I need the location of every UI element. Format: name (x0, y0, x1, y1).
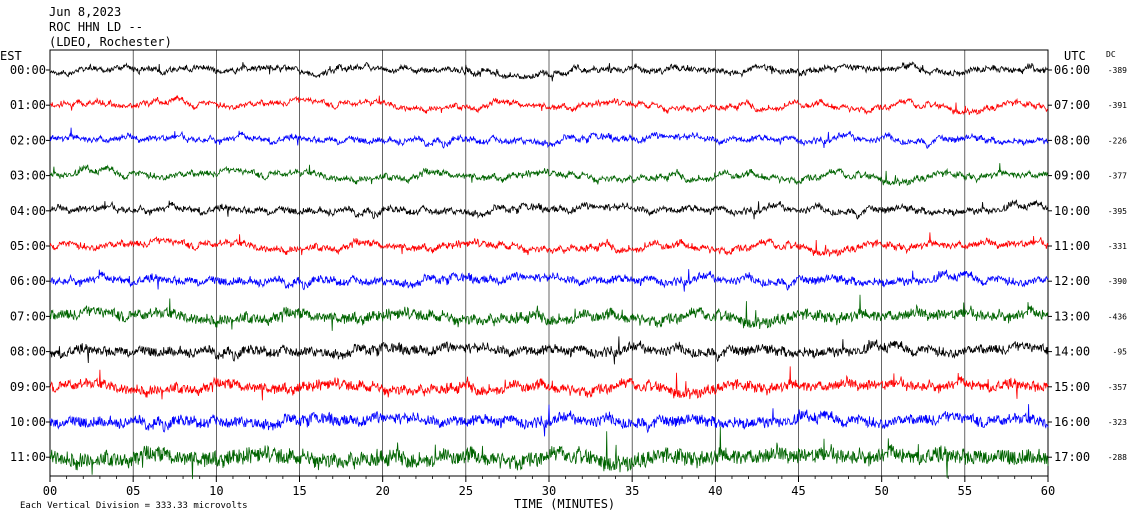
dc-value: -95 (1113, 348, 1128, 357)
dc-value: -226 (1108, 136, 1127, 145)
trace-row-0400 (49, 199, 1049, 220)
chart-title-station: ROC HHN LD -- (49, 20, 143, 34)
trace-row-0100 (49, 94, 1049, 116)
dc-value: -395 (1108, 207, 1127, 216)
est-label: 05:00 (10, 239, 46, 253)
dc-value: -389 (1108, 66, 1127, 75)
dc-value: -391 (1108, 101, 1127, 110)
trace-row-0600 (49, 269, 1049, 292)
est-label: 07:00 (10, 309, 46, 323)
utc-label: 10:00 (1054, 204, 1090, 218)
dc-value: -377 (1108, 172, 1127, 181)
utc-label: 08:00 (1054, 133, 1090, 147)
scale-footnote: Each Vertical Division = 333.33 microvol… (20, 501, 248, 511)
x-tick-label: 10 (209, 484, 223, 498)
est-label: 00:00 (10, 63, 46, 77)
chart-title-date: Jun 8,2023 (49, 5, 121, 19)
dc-value: -331 (1108, 242, 1127, 251)
utc-label: 09:00 (1054, 169, 1090, 183)
est-label: 06:00 (10, 274, 46, 288)
utc-label: 12:00 (1054, 274, 1090, 288)
dc-value: -390 (1108, 277, 1127, 286)
trace-row-0900 (49, 366, 1049, 401)
trace-row-0000 (49, 61, 1049, 82)
dc-offset-labels: -389 -391 -226 -377 -395 -331 -390 -436 -95 -357 -… (1108, 66, 1127, 462)
trace-row-0500 (49, 232, 1049, 257)
x-tick-label: 05 (126, 484, 140, 498)
dc-value: -288 (1108, 453, 1127, 462)
x-axis-title: TIME (MINUTES) (514, 497, 615, 511)
est-label: 04:00 (10, 204, 46, 218)
trace-row-1000 (49, 404, 1049, 437)
trace-row-0200 (49, 127, 1049, 149)
utc-label: 16:00 (1054, 415, 1090, 429)
dc-column-title: DC (1106, 50, 1116, 59)
x-tick-label: 45 (791, 484, 805, 498)
utc-label: 15:00 (1054, 380, 1090, 394)
x-tick-label: 60 (1041, 484, 1055, 498)
x-tick-label: 40 (708, 484, 722, 498)
est-label: 02:00 (10, 133, 46, 147)
trace-row-0300 (49, 163, 1049, 187)
x-tick-label: 15 (292, 484, 306, 498)
dc-value: -436 (1108, 312, 1127, 321)
dc-value: -323 (1108, 418, 1127, 427)
x-axis-ticks: 00 05 10 15 20 25 30 35 40 45 50 55 60 (43, 476, 1055, 498)
est-label: 01:00 (10, 98, 46, 112)
x-tick-label: 20 (375, 484, 389, 498)
utc-hour-labels: 06:00 07:00 08:00 09:00 10:00 11:00 12:00 13:00… (1048, 63, 1090, 464)
utc-label: 13:00 (1054, 309, 1090, 323)
seismic-traces (49, 61, 1049, 480)
x-tick-label: 50 (874, 484, 888, 498)
est-label: 10:00 (10, 415, 46, 429)
trace-row-0700 (49, 294, 1049, 331)
est-hour-labels: 00:00 01:00 02:00 03:00 04:00 05:00 06:00 07:00… (10, 63, 50, 464)
trace-row-0800 (49, 336, 1049, 365)
est-label: 11:00 (10, 450, 46, 464)
est-label: 03:00 (10, 169, 46, 183)
est-label: 09:00 (10, 380, 46, 394)
utc-label: 06:00 (1054, 63, 1090, 77)
right-axis-title: UTC (1064, 49, 1086, 63)
utc-label: 07:00 (1054, 98, 1090, 112)
minute-gridlines (132, 50, 966, 476)
x-tick-label: 35 (625, 484, 639, 498)
x-tick-label: 25 (459, 484, 473, 498)
x-tick-label: 00 (43, 484, 57, 498)
x-tick-label: 55 (958, 484, 972, 498)
utc-label: 11:00 (1054, 239, 1090, 253)
x-tick-label: 30 (542, 484, 556, 498)
est-label: 08:00 (10, 345, 46, 359)
left-axis-title: EST (0, 49, 22, 63)
utc-label: 14:00 (1054, 345, 1090, 359)
trace-row-1100 (49, 426, 1049, 480)
utc-label: 17:00 (1054, 450, 1090, 464)
chart-title-network: (LDEO, Rochester) (49, 35, 172, 49)
dc-value: -357 (1108, 383, 1127, 392)
